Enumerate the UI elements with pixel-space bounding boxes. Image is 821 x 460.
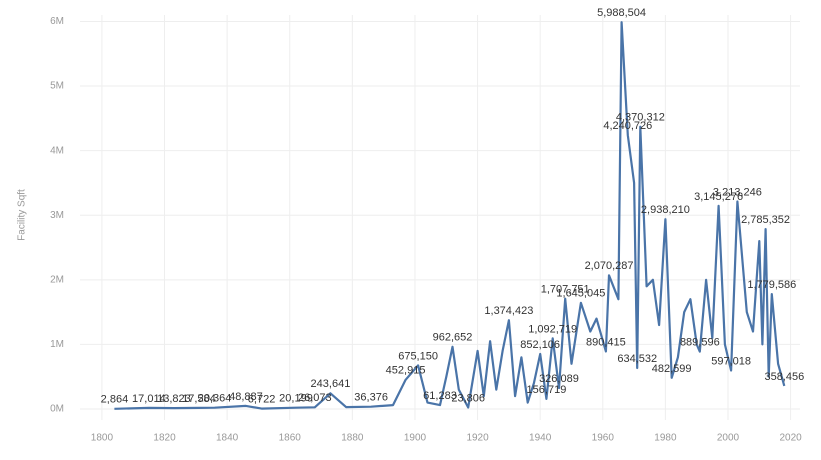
data-label: 20,199 bbox=[279, 393, 313, 405]
data-label: 20,364 bbox=[198, 393, 232, 405]
data-label: 17,584 bbox=[182, 393, 216, 405]
x-tick-label: 1900 bbox=[404, 433, 427, 444]
data-label: 61,283 bbox=[423, 390, 457, 402]
data-label: 3,145,276 bbox=[694, 191, 743, 203]
data-label: 326,089 bbox=[539, 373, 579, 385]
data-label: 634,532 bbox=[617, 353, 657, 365]
x-tick-label: 1820 bbox=[153, 433, 176, 444]
data-label: 48,887 bbox=[229, 391, 263, 403]
data-label: 852,106 bbox=[520, 339, 560, 351]
y-tick-label: 6M bbox=[50, 16, 64, 27]
y-tick-label: 0M bbox=[50, 404, 64, 415]
data-label: 36,376 bbox=[354, 392, 388, 404]
x-tick-label: 1960 bbox=[592, 433, 615, 444]
y-tick-label: 1M bbox=[50, 339, 64, 350]
data-label: 962,652 bbox=[433, 332, 473, 344]
data-label: 358,456 bbox=[764, 371, 804, 383]
data-label: 1,779,586 bbox=[747, 279, 796, 291]
x-tick-label: 1920 bbox=[466, 433, 489, 444]
data-label: 6,722 bbox=[248, 393, 276, 405]
y-tick-label: 2M bbox=[50, 274, 64, 285]
data-label: 597,018 bbox=[711, 355, 751, 367]
data-label: 1,707,751 bbox=[541, 284, 590, 296]
x-tick-label: 2000 bbox=[717, 433, 740, 444]
data-label: 1,092,719 bbox=[528, 323, 577, 335]
data-label: 5,988,504 bbox=[597, 7, 646, 19]
data-label: 243,641 bbox=[311, 378, 351, 390]
data-label: 1,645,045 bbox=[556, 288, 605, 300]
x-tick-label: 1840 bbox=[216, 433, 239, 444]
data-label: 23,806 bbox=[451, 392, 485, 404]
data-label: 4,240,726 bbox=[603, 120, 652, 132]
data-label: 2,070,287 bbox=[585, 260, 634, 272]
data-label: 2,864 bbox=[101, 394, 129, 406]
data-label: 1,374,423 bbox=[484, 305, 533, 317]
data-label: 675,150 bbox=[398, 350, 438, 362]
x-tick-label: 2020 bbox=[779, 433, 802, 444]
x-tick-label: 1880 bbox=[341, 433, 364, 444]
x-tick-label: 1980 bbox=[654, 433, 677, 444]
y-tick-label: 3M bbox=[50, 210, 64, 221]
data-label: 890,415 bbox=[586, 336, 626, 348]
y-tick-label: 4M bbox=[50, 145, 64, 156]
data-label: 452,915 bbox=[386, 365, 426, 377]
line bbox=[114, 21, 786, 410]
data-label: 13,823 bbox=[157, 393, 191, 405]
y-tick-label: 5M bbox=[50, 81, 64, 92]
x-tick-label: 1800 bbox=[91, 433, 114, 444]
data-label: 3,213,246 bbox=[713, 186, 762, 198]
data-label: 889,596 bbox=[680, 336, 720, 348]
data-label: 2,785,352 bbox=[741, 214, 790, 226]
data-label: 482,599 bbox=[652, 363, 692, 375]
x-tick-label: 1940 bbox=[529, 433, 552, 444]
data-label: 156,719 bbox=[527, 384, 567, 396]
data-label: 2,938,210 bbox=[641, 204, 690, 216]
data-label: 4,370,312 bbox=[616, 112, 665, 124]
y-axis-label: Facility Sqft bbox=[17, 189, 28, 241]
x-tick-label: 1860 bbox=[279, 433, 302, 444]
data-label: 26,073 bbox=[298, 392, 332, 404]
data-label: 17,014 bbox=[132, 393, 166, 405]
